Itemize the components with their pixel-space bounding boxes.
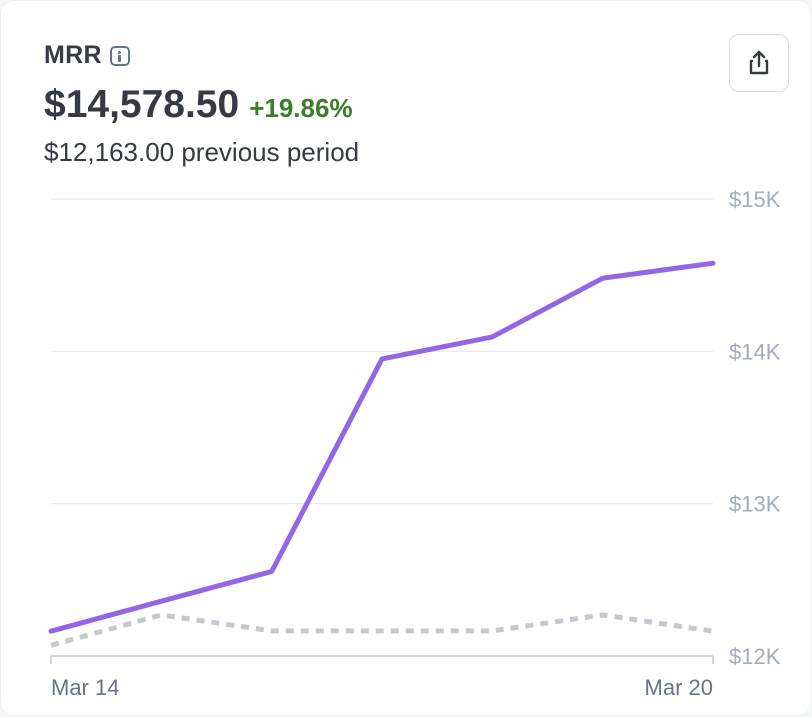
value-row: $14,578.50 +19.86% (44, 83, 353, 127)
y-tick-label: $12K (729, 644, 781, 669)
y-tick-label: $14K (729, 339, 781, 364)
series-line-current-period (48, 260, 716, 634)
x-tick-label-start: Mar 14 (51, 675, 119, 700)
share-button[interactable] (729, 34, 789, 92)
metric-header: MRR (44, 41, 130, 70)
series-line-previous-period (50, 612, 714, 648)
info-icon[interactable] (109, 45, 130, 66)
change-badge: +19.86% (249, 93, 353, 123)
share-icon (749, 50, 769, 75)
previous-period-value: $12,163.00 previous period (44, 137, 360, 167)
metric-value: $14,578.50 (44, 83, 240, 126)
x-tick-label-end: Mar 20 (645, 675, 713, 700)
metric-title: MRR (44, 41, 102, 69)
y-tick-label: $15K (729, 187, 781, 212)
y-tick-label: $13K (729, 492, 781, 517)
